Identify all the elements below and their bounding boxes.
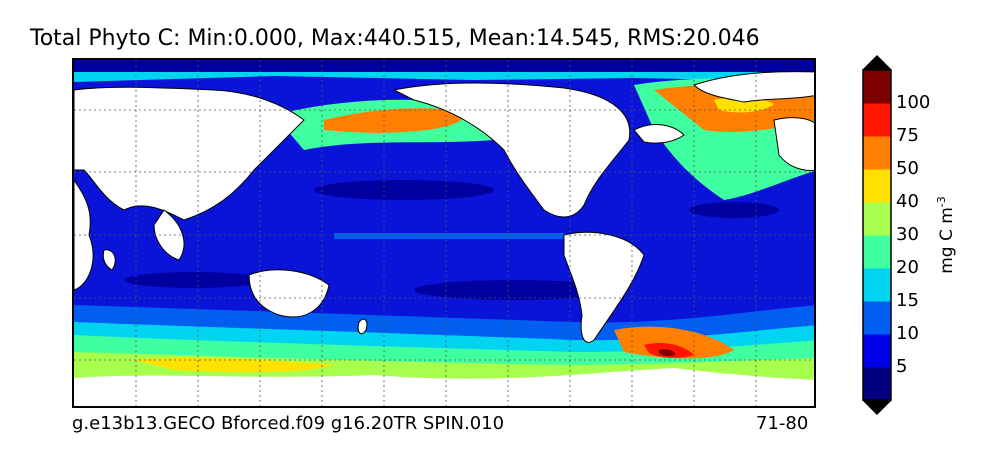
colorbar-segment — [863, 334, 891, 368]
colorbar-segment — [863, 202, 891, 236]
colorbar-tick-label: 15 — [896, 290, 919, 311]
newfoundland — [633, 124, 685, 144]
arctic-band — [74, 60, 814, 72]
colorbar — [862, 55, 892, 415]
south-america — [563, 231, 645, 343]
colorbar-segment — [863, 235, 891, 269]
colorbar-segment — [863, 169, 891, 203]
south-pacific-gyre — [414, 280, 614, 300]
colorbar-frame — [862, 69, 892, 401]
continents — [74, 71, 814, 343]
eurasia — [74, 86, 305, 221]
colorbar-segment — [863, 268, 891, 302]
indian-ocean-gyre — [124, 272, 264, 288]
colorbar-tick-label: 10 — [896, 323, 919, 344]
colorbar-tick-label: 100 — [896, 92, 931, 113]
antarctica — [74, 368, 814, 406]
north-atlantic-gyre — [689, 202, 779, 218]
colorbar-unit-label: mg C m-3 — [935, 196, 957, 274]
colorbar-min-extension — [862, 400, 892, 415]
colorbar-tick-label: 40 — [896, 191, 919, 212]
ocean-map — [74, 60, 814, 406]
europe — [773, 117, 814, 171]
colorbar-segment — [863, 103, 891, 137]
colorbar-tick-label: 30 — [896, 224, 919, 245]
north-america — [392, 82, 631, 218]
colorbar-tick-label: 5 — [896, 356, 908, 377]
map-panel — [72, 58, 816, 408]
colorbar-tick-label: 20 — [896, 257, 919, 278]
colorbar-max-extension — [862, 55, 892, 70]
colorbar-tick-label: 50 — [896, 158, 919, 179]
colorbar-segment — [863, 70, 891, 104]
graticule — [74, 60, 814, 406]
colorbar-tick-label: 75 — [896, 125, 919, 146]
north-pacific-gyre — [314, 180, 494, 200]
year-range-label: 71-80 — [756, 413, 809, 434]
madagascar — [102, 249, 116, 271]
australia — [248, 269, 330, 318]
run-id-label: g.e13b13.GECO Bforced.f09 g16.20TR SPIN.… — [72, 413, 505, 434]
colorbar-segment — [863, 136, 891, 170]
colorbar-segment — [863, 367, 891, 401]
equatorial-band — [334, 233, 564, 239]
greenland — [693, 71, 814, 103]
colorbar-segment — [863, 301, 891, 335]
new-zealand — [357, 318, 368, 335]
indian-subcontinent — [153, 209, 185, 261]
plot-title: Total Phyto C: Min:0.000, Max:440.515, M… — [30, 26, 760, 51]
